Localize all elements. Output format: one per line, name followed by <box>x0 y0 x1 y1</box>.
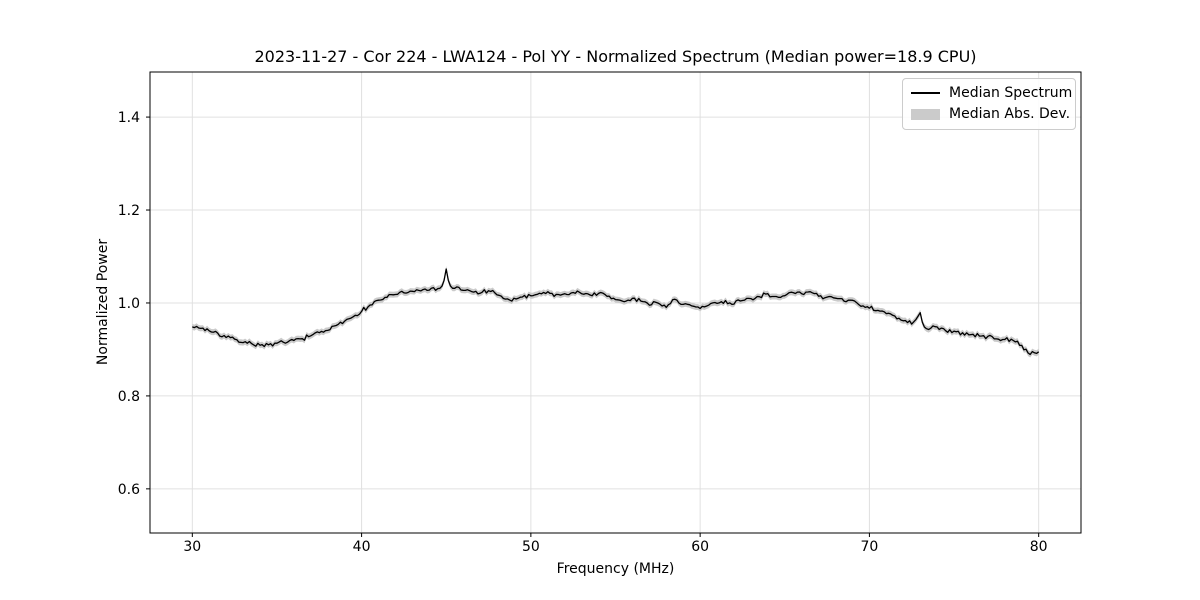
x-tick-label: 60 <box>691 539 709 555</box>
chart-title: 2023-11-27 - Cor 224 - LWA124 - Pol YY -… <box>254 47 977 66</box>
legend-box: Median Spectrum Median Abs. Dev. <box>902 78 1076 130</box>
y-tick-label: 1.0 <box>118 296 140 312</box>
x-tick-label: 70 <box>860 539 878 555</box>
y-tick-label: 1.4 <box>118 110 140 126</box>
y-tick-label: 1.2 <box>118 203 140 219</box>
y-axis-label: Normalized Power <box>95 238 111 366</box>
legend-entry-median-spectrum: Median Spectrum <box>911 84 1072 102</box>
y-tick-label: 0.6 <box>118 482 140 498</box>
legend-label: Median Spectrum <box>949 85 1073 101</box>
median-spectrum-line <box>192 268 1040 356</box>
x-tick-label: 40 <box>353 539 371 555</box>
y-tick-label: 0.8 <box>118 389 140 405</box>
legend-line-sample-icon <box>911 92 940 94</box>
x-axis-label: Frequency (MHz) <box>556 561 675 577</box>
legend-patch-sample-icon <box>911 108 940 120</box>
legend-label: Median Abs. Dev. <box>949 106 1071 122</box>
x-tick-label: 50 <box>522 539 540 555</box>
x-tick-label: 30 <box>183 539 201 555</box>
legend-entry-median-abs-dev: Median Abs. Dev. <box>911 105 1070 123</box>
median-abs-dev-band <box>192 266 1039 358</box>
x-tick-label: 80 <box>1030 539 1048 555</box>
